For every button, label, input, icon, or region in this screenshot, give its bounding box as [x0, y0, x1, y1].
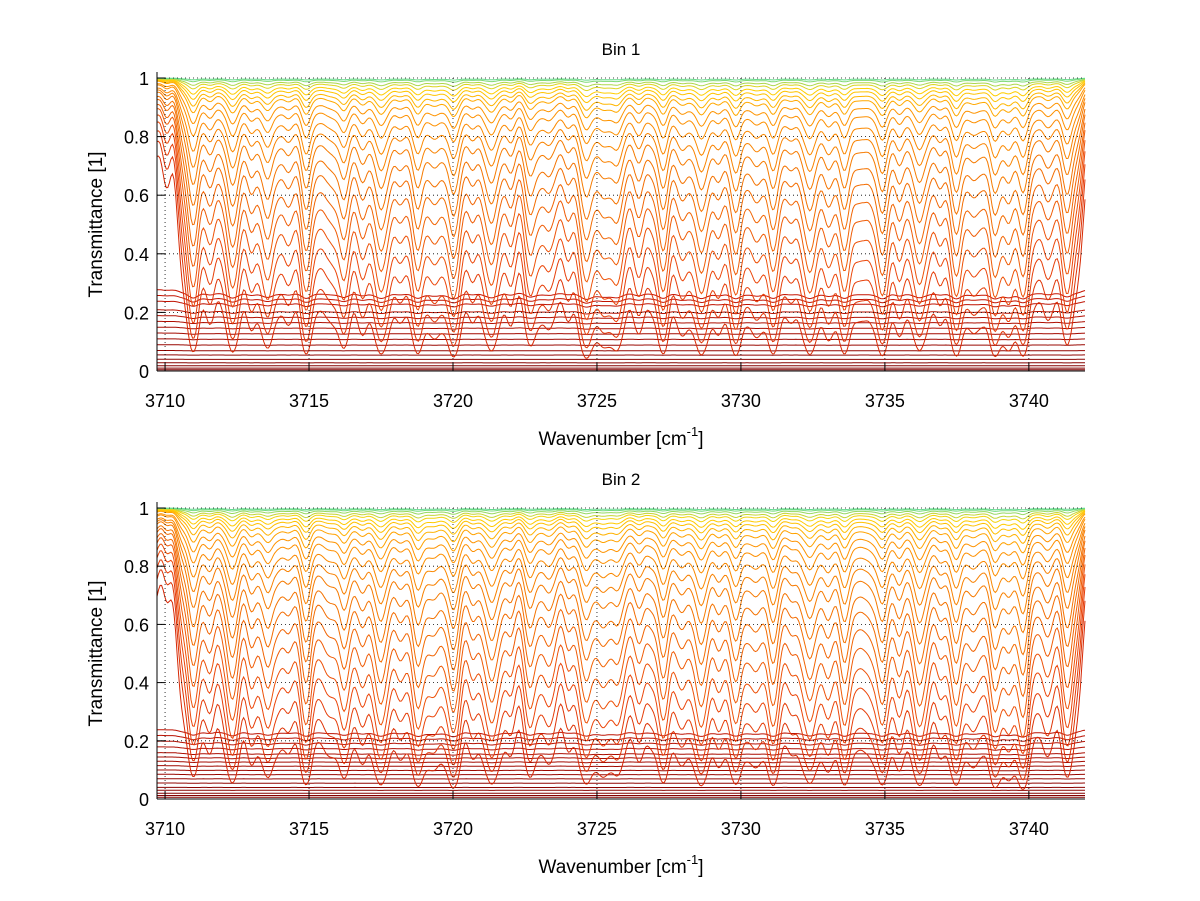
series-line-19 [156, 130, 1086, 336]
series-line-27 [157, 320, 1086, 325]
series-line-0 [157, 77, 1086, 81]
series-line-18 [156, 543, 1086, 739]
series-line-1 [157, 77, 1086, 83]
series-line-6 [157, 80, 1086, 111]
chart-title: Bin 1 [602, 40, 641, 59]
series-line-7 [157, 80, 1086, 119]
y-tick-label: 0.2 [124, 303, 149, 323]
series-line-32 [157, 773, 1086, 776]
x-axis-label: Wavenumber [cm-1] [538, 852, 703, 878]
series-line-19 [156, 550, 1086, 755]
series-line-0 [156, 507, 1086, 511]
series-line-2 [156, 508, 1086, 516]
series-line-22 [157, 289, 1086, 300]
series-line-14 [156, 98, 1086, 241]
series-line-6 [156, 509, 1086, 536]
y-tick-label: 0.8 [124, 557, 149, 577]
series-line-30 [157, 338, 1086, 341]
y-tick-label: 1 [139, 499, 149, 519]
x-tick-label: 3740 [1009, 391, 1049, 411]
subplot-bin-2: 3710 3715 3720 3725 3730 3735 3740 0 0.2 0.4 0.6 0.… [86, 470, 1086, 878]
x-tick-label: 3720 [433, 819, 473, 839]
series-line-24 [157, 734, 1086, 742]
series-line-22 [156, 584, 1086, 791]
series-line-28 [157, 756, 1086, 760]
series-line-5 [156, 509, 1086, 530]
series-line-16 [156, 108, 1086, 283]
series-line-16 [156, 533, 1086, 698]
series-line-9 [156, 513, 1086, 566]
y-tick-label: 0 [139, 790, 149, 810]
x-tick-label: 3715 [289, 819, 329, 839]
x-tick-label: 3735 [865, 391, 905, 411]
series-line-4 [157, 79, 1086, 98]
series-line-12 [157, 91, 1086, 198]
chart-title: Bin 2 [602, 470, 641, 489]
y-tick-label: 0.8 [124, 128, 149, 148]
y-tick-label: 0 [139, 362, 149, 382]
y-tick-label: 0.6 [124, 615, 149, 635]
x-tick-label: 3725 [577, 819, 617, 839]
x-axis-label-end: ] [698, 429, 703, 450]
series-line-3 [156, 508, 1086, 520]
series-line-29 [157, 760, 1085, 764]
x-tick-label: 3740 [1009, 819, 1049, 839]
series-line-21 [156, 155, 1086, 359]
series-line-21 [156, 569, 1086, 781]
series-line-2 [157, 78, 1086, 87]
y-tick-label: 0.2 [124, 732, 149, 752]
series-line-17 [156, 537, 1086, 719]
x-tick-label: 3710 [145, 819, 185, 839]
series-line-4 [156, 508, 1086, 524]
series-line-26 [157, 746, 1086, 751]
series-line-20 [156, 140, 1086, 349]
series-line-10 [157, 87, 1086, 162]
series-line-14 [156, 525, 1086, 656]
series-line-1 [157, 507, 1086, 512]
series-line-26 [157, 315, 1086, 320]
series-line-11 [156, 517, 1086, 597]
x-tick-label: 3715 [289, 391, 329, 411]
series-line-17 [156, 114, 1086, 303]
series-line-12 [156, 519, 1086, 615]
series-line-20 [156, 559, 1086, 770]
series-line-29 [157, 332, 1086, 335]
series-line-18 [156, 121, 1086, 321]
series-line-8 [156, 510, 1086, 554]
x-axis-label-superscript: -1 [687, 852, 699, 867]
series-line-15 [156, 103, 1086, 263]
x-tick-label: 3710 [145, 391, 185, 411]
y-tick-label: 0.4 [124, 245, 149, 265]
y-tick-label: 0.4 [124, 674, 149, 694]
series-line-11 [157, 89, 1086, 179]
series-line-7 [156, 510, 1086, 544]
subplot-bin-1: 3710 3715 3720 3725 3730 3735 3740 0 0.2 0.4 0.6 0.… [86, 40, 1086, 450]
x-axis-label-end: ] [698, 857, 703, 878]
x-axis-label-text: Wavenumber [cm [538, 857, 686, 878]
y-axis-label: Transmittance [1] [86, 151, 107, 297]
series-line-5 [157, 79, 1086, 104]
x-axis-label: Wavenumber [cm-1] [538, 424, 703, 450]
x-axis-label-text: Wavenumber [cm [538, 429, 686, 450]
series-line-13 [156, 521, 1086, 634]
y-tick-label: 0.6 [124, 186, 149, 206]
series-line-3 [157, 78, 1086, 92]
x-tick-label: 3730 [721, 391, 761, 411]
y-axis-label: Transmittance [1] [86, 580, 107, 726]
x-tick-label: 3735 [865, 819, 905, 839]
series-line-30 [157, 765, 1085, 768]
series-line-9 [157, 84, 1086, 145]
series-line-15 [156, 528, 1086, 677]
x-tick-label: 3730 [721, 819, 761, 839]
series-line-31 [157, 344, 1086, 346]
series-line-13 [156, 95, 1086, 221]
series-line-28 [157, 326, 1086, 330]
series-line-8 [157, 83, 1086, 131]
x-axis-label-superscript: -1 [687, 424, 699, 439]
x-tick-label: 3720 [433, 391, 473, 411]
x-tick-label: 3725 [577, 391, 617, 411]
y-tick-label: 1 [139, 69, 149, 89]
series-line-10 [156, 514, 1086, 580]
